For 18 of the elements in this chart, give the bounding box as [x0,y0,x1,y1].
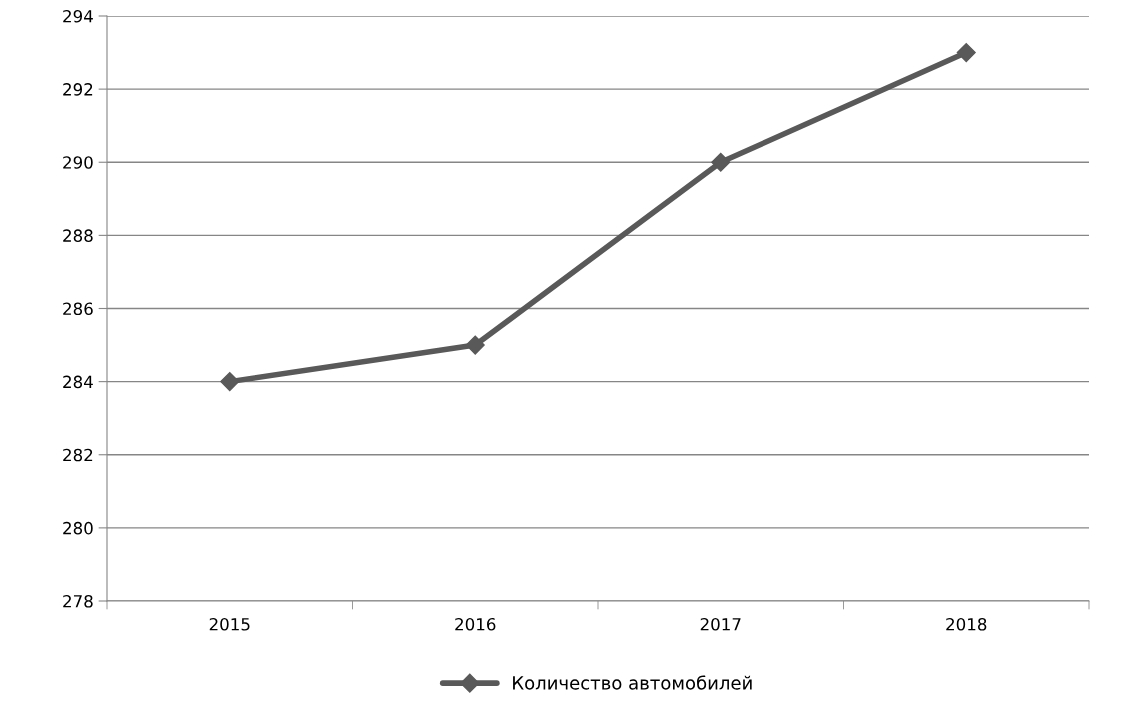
x-tick-label: 2017 [700,617,741,631]
y-tick-label: 280 [63,521,93,535]
point [711,152,731,172]
point [220,372,240,392]
y-tick-label: 292 [63,83,93,96]
legend-label: Количество автомобилей [513,675,752,690]
y-tick-label: 286 [63,302,93,316]
x-tick-label: 2018 [946,617,987,631]
y-tick-label: 282 [63,448,93,462]
y-tick-label: 284 [63,375,93,389]
x-tick-label: 2015 [209,617,250,631]
y-tick-label: 294 [63,9,93,23]
x-tick-label: 2016 [455,617,496,631]
point [956,43,976,63]
y-tick-label: 288 [63,229,93,242]
y-tick-label: 290 [63,156,93,169]
y-tick-label: 278 [63,594,93,608]
point [465,335,485,355]
